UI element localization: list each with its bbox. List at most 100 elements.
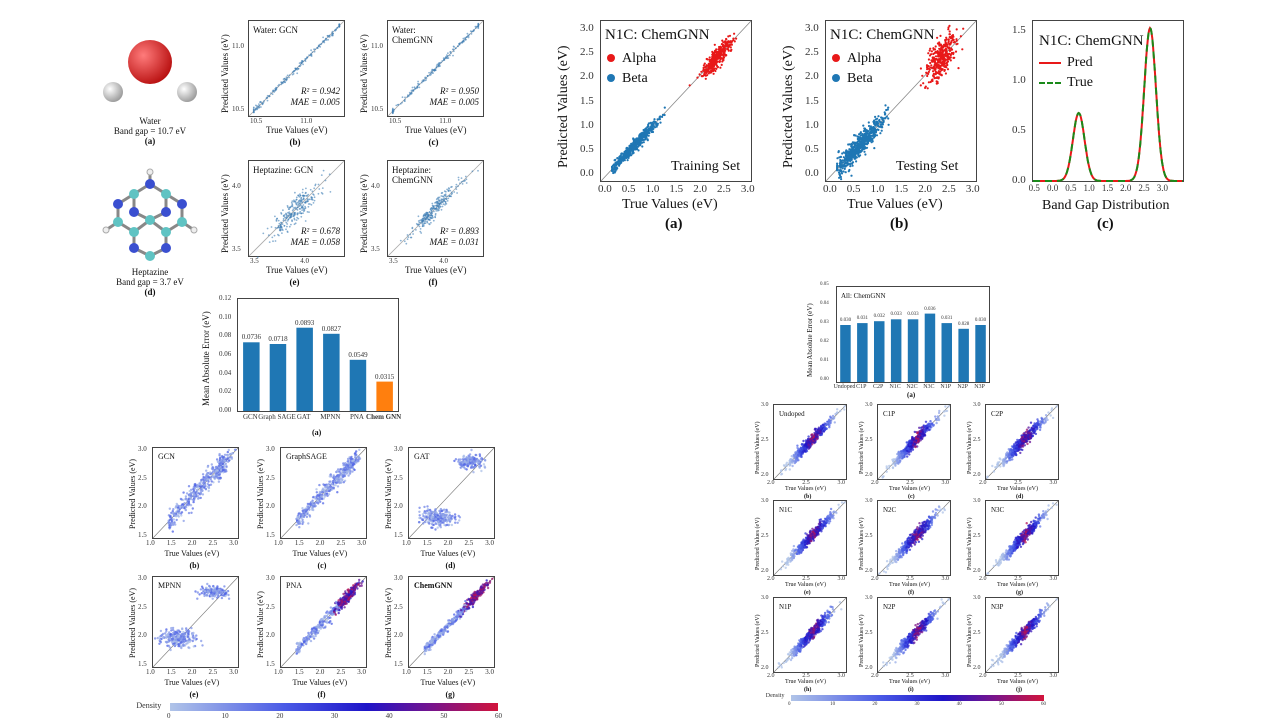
density-point (301, 520, 304, 523)
bar-gat (296, 327, 313, 411)
density-point (318, 483, 321, 487)
density-point (221, 465, 224, 469)
alpha-point (704, 77, 707, 80)
beta-point (841, 167, 844, 170)
density-point (179, 505, 182, 509)
density-point (176, 631, 179, 634)
density-point (172, 518, 175, 521)
x-tick: 2.0 (187, 539, 197, 547)
y-tick: 0.12 (219, 294, 232, 302)
x-tick: 4.0 (300, 257, 309, 265)
scatter-point (418, 225, 421, 228)
scatter-point (417, 82, 419, 85)
alpha-point (955, 38, 958, 41)
y-tick: 1.0 (580, 118, 594, 131)
scatter-point (298, 195, 301, 198)
alpha-point (715, 58, 718, 61)
scatter-point (311, 196, 314, 199)
scatter-point (467, 35, 470, 37)
density-point (192, 498, 196, 502)
beta-point (643, 129, 646, 133)
density-point (219, 461, 222, 465)
scatter-point (425, 216, 428, 219)
scatter-point (431, 71, 434, 74)
density-point (207, 489, 210, 493)
density-point (306, 505, 309, 508)
beta-point (887, 106, 890, 109)
panel-caption: (b) (890, 216, 909, 232)
alpha-point (714, 49, 717, 53)
density-point (171, 628, 175, 632)
beta-point (852, 151, 855, 154)
scatter-point (424, 77, 426, 79)
beta-point (880, 116, 883, 119)
beta-point (844, 171, 847, 174)
alpha-point (929, 61, 932, 65)
beta-point (881, 123, 884, 126)
alpha-point (927, 52, 930, 55)
alpha-point (948, 24, 951, 27)
scatter-point (429, 74, 431, 77)
density-point (170, 520, 174, 523)
legend-beta-text: Beta (622, 71, 648, 86)
beta-point (858, 133, 861, 136)
scatter-point (299, 194, 302, 197)
bar-svg (243, 327, 393, 411)
density-point (227, 593, 230, 597)
scatter-point (296, 206, 299, 209)
scatter-point (298, 65, 301, 68)
density-point (191, 639, 194, 643)
density-point (418, 514, 421, 517)
density-point (190, 492, 193, 495)
alpha-point (713, 56, 716, 59)
y-tick: 2.0 (805, 70, 819, 83)
beta-point (614, 167, 618, 170)
density-point (211, 589, 215, 593)
panel-title: GAT (414, 452, 430, 461)
alpha-point (949, 49, 952, 52)
beta-point (628, 152, 632, 155)
alpha-point (714, 53, 717, 57)
y-tick: 0.5 (580, 143, 594, 156)
y-tick: 0.04 (219, 368, 232, 377)
density-point (182, 630, 185, 634)
density-point (170, 629, 173, 632)
scatter-point (460, 181, 463, 183)
scatter-point (289, 206, 292, 209)
x-tick: 0.5 (1065, 183, 1077, 193)
x-axis-label: True Values (eV) (405, 125, 467, 135)
density-point (158, 635, 161, 638)
beta-point (882, 119, 885, 123)
density-point (212, 585, 215, 588)
density-point (345, 463, 349, 466)
alpha-point (936, 58, 939, 61)
scatter-point (451, 185, 453, 188)
density-point (360, 584, 363, 587)
scatter-point (282, 209, 284, 212)
y-tick: 4.0 (232, 182, 241, 190)
scatter-point (276, 217, 278, 220)
alpha-point (940, 69, 943, 72)
scatter-point (304, 207, 307, 209)
scatter-point (452, 45, 455, 48)
bar-c1p (857, 323, 868, 382)
y-axis-label: Predicted Values (eV) (384, 458, 393, 529)
scatter-point (301, 191, 304, 194)
bar-n2p (958, 328, 969, 382)
scatter-point (321, 187, 324, 189)
density-point (203, 594, 206, 598)
beta-point (633, 139, 637, 143)
density-point (332, 486, 335, 489)
x-category-label: N1C (889, 384, 901, 390)
scatter-point (268, 95, 270, 97)
density-point (187, 504, 190, 507)
density-point (200, 585, 204, 588)
density-point (309, 635, 312, 638)
x-axis-label: True Values (eV) (847, 197, 943, 212)
density-point (184, 495, 188, 498)
scatter-point (282, 80, 285, 83)
small-panel-3: Heptazine: ChemGNN R² = 0.893 MAE = 0.031 (387, 160, 484, 257)
density-point (468, 453, 472, 456)
density-point (439, 521, 443, 525)
y-tick: 10.5 (371, 105, 384, 113)
